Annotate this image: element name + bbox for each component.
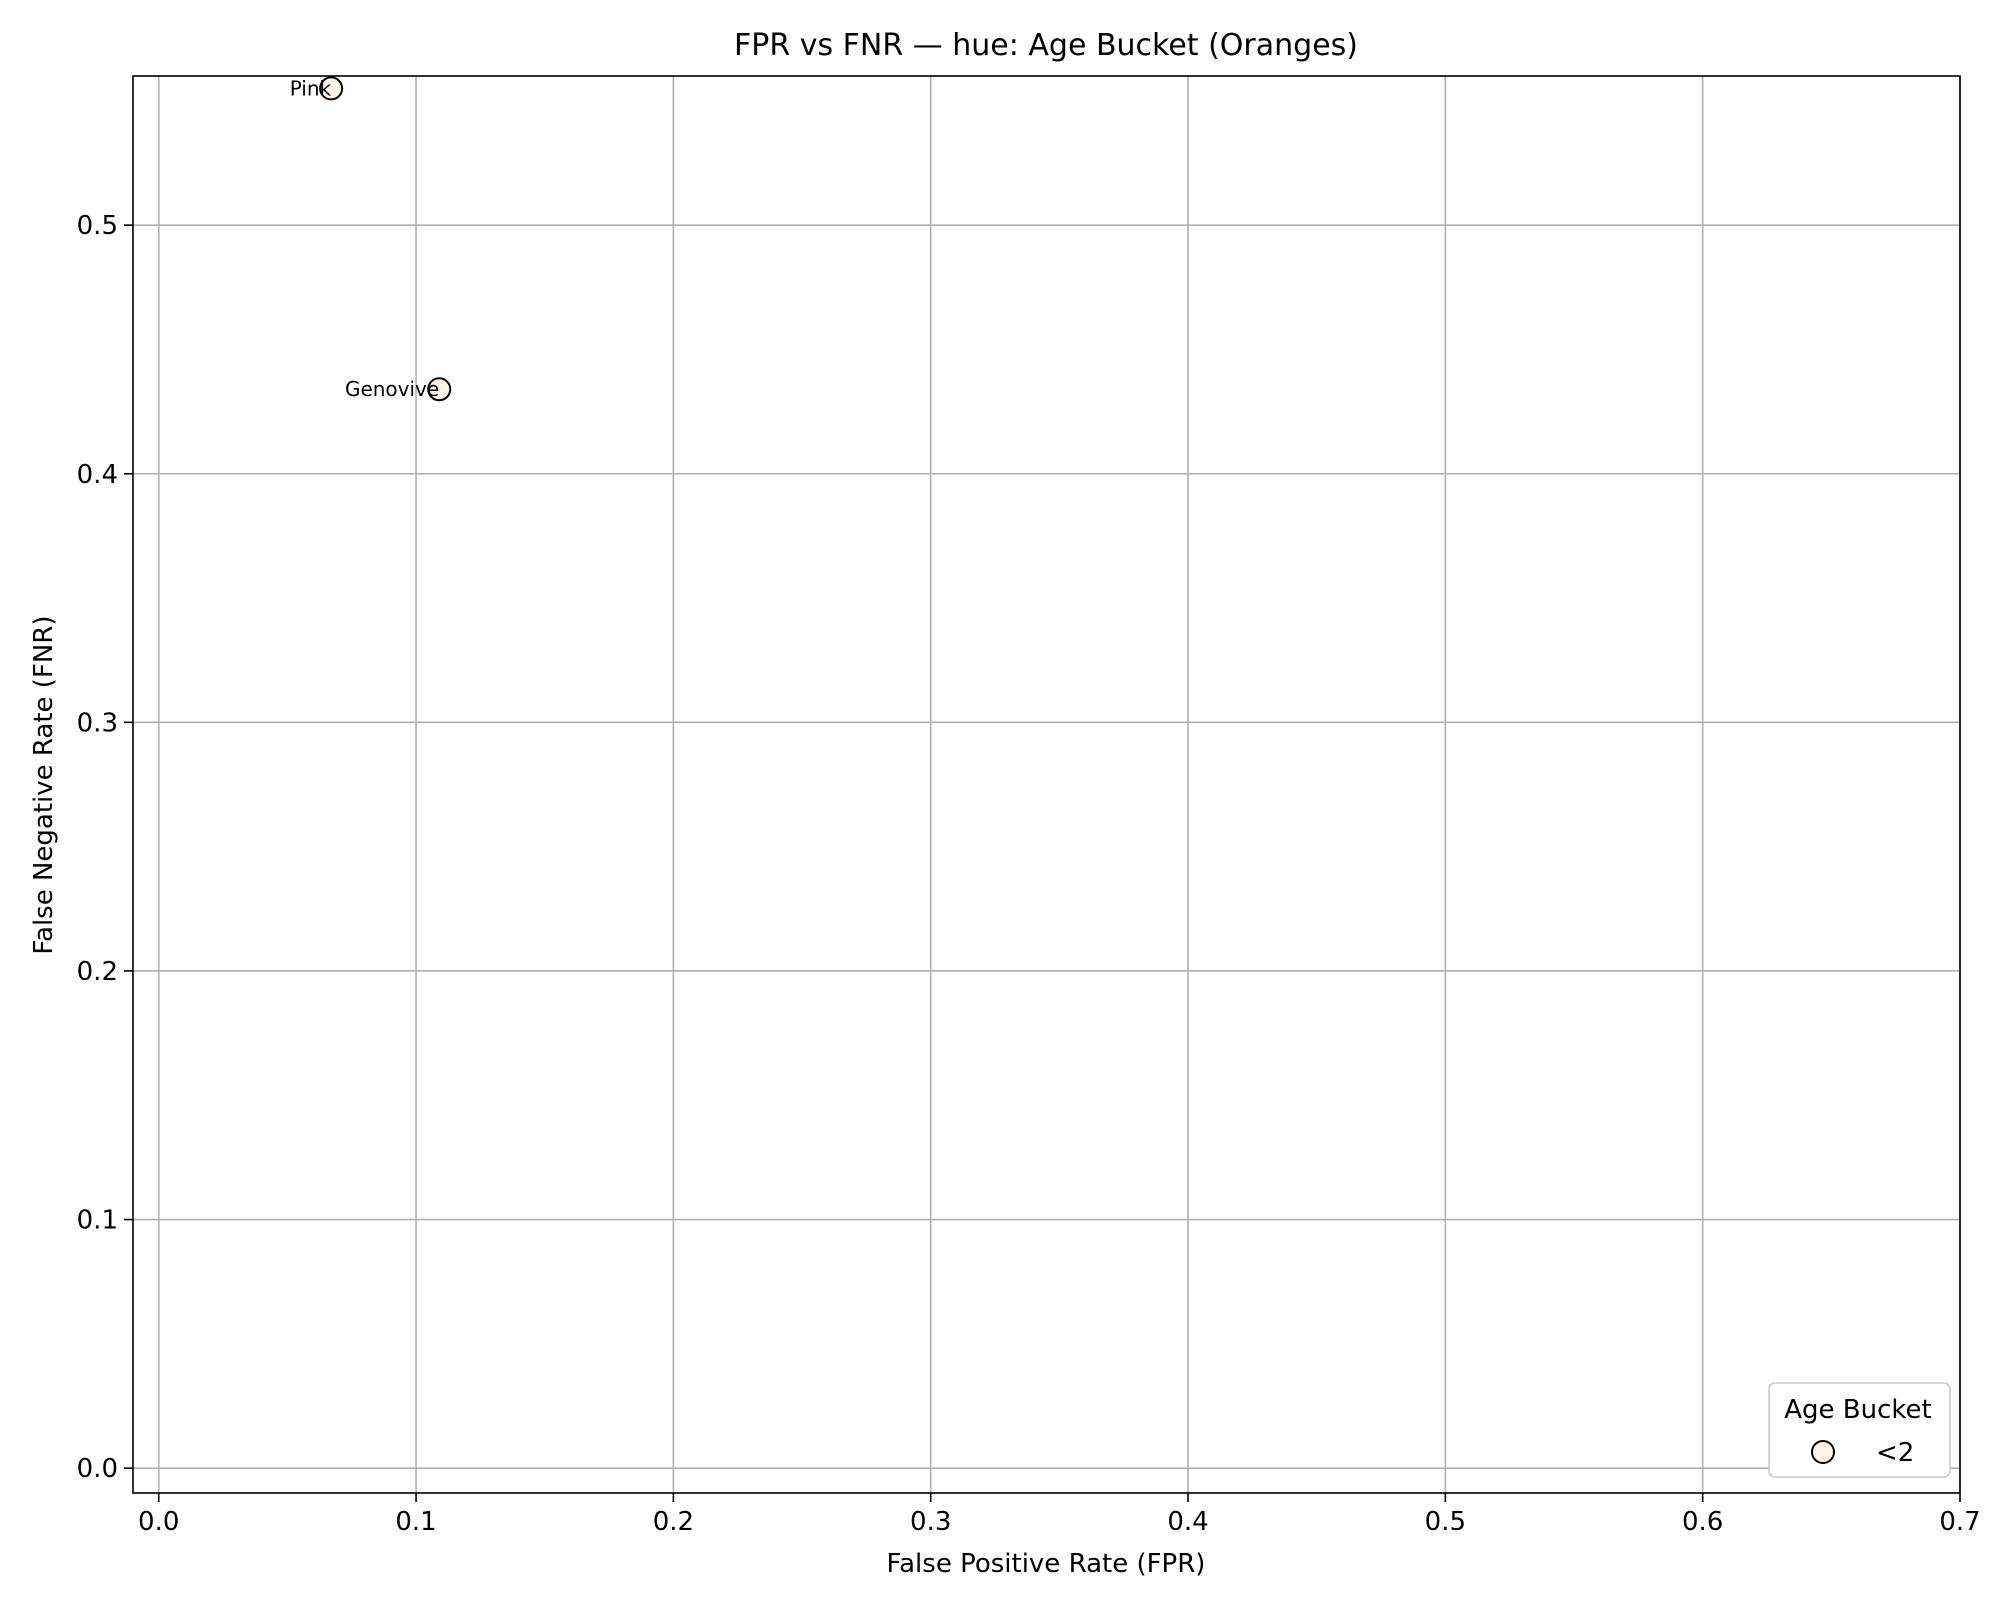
axes: 0.0 0.1 0.2 0.3 0.4 0.5 0.6 0.7 0.0 0.1 0.2 0.3 0.4 0…	[77, 211, 1981, 1537]
plot-frame	[132, 75, 1961, 1494]
y-tick-label: 0.5	[77, 211, 118, 241]
y-tick-label: 0.4	[77, 460, 118, 490]
x-tick-label: 0.5	[1425, 1507, 1466, 1537]
x-axis-label: False Positive Rate (FPR)	[887, 1549, 1206, 1579]
scatter-point	[319, 76, 344, 101]
y-tick-label: 0.2	[77, 957, 118, 987]
y-tick-label: 0.0	[77, 1454, 118, 1484]
legend-entry-label: <2	[1876, 1438, 1914, 1468]
legend: Age Bucket <2	[1768, 1382, 1951, 1478]
x-tick-label: 0.1	[395, 1507, 436, 1537]
x-tick-label: 0.3	[910, 1507, 951, 1537]
grid-lines	[133, 76, 1961, 1493]
x-tick-label: 0.7	[1939, 1507, 1980, 1537]
x-tick-label: 0.6	[1682, 1507, 1723, 1537]
legend-title: Age Bucket	[1784, 1395, 1931, 1425]
y-tick-label: 0.3	[77, 708, 118, 738]
y-axis-label: False Negative Rate (FNR)	[29, 615, 59, 954]
scatter-point	[427, 377, 452, 402]
data-points: Pink Genovive	[290, 76, 452, 402]
chart-title: FPR vs FNR — hue: Age Bucket (Oranges)	[734, 28, 1358, 63]
x-tick-label: 0.0	[138, 1507, 179, 1537]
y-tick-label: 0.1	[77, 1206, 118, 1236]
legend-marker	[1811, 1440, 1835, 1464]
x-tick-label: 0.2	[653, 1507, 694, 1537]
point-label: Pink	[290, 76, 332, 100]
x-tick-label: 0.4	[1167, 1507, 1208, 1537]
point-label: Genovive	[345, 377, 439, 401]
